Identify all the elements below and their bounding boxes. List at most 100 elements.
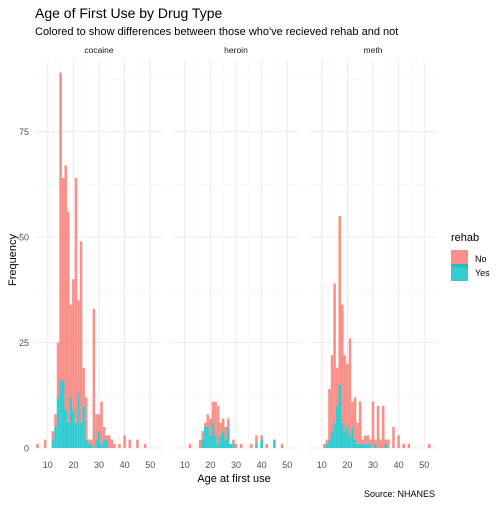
bar-no: [67, 211, 70, 423]
bar-no: [214, 401, 217, 436]
legend: rehab No Yes: [451, 232, 490, 281]
bar-no: [92, 308, 96, 448]
x-tick-label: 50: [419, 460, 429, 470]
x-tick-label: 10: [180, 460, 190, 470]
bar-no: [353, 397, 357, 440]
bar-no: [335, 367, 339, 406]
bar-yes: [54, 426, 57, 448]
x-tick-label: 50: [282, 460, 292, 470]
bar-no: [97, 414, 101, 432]
bar-no: [77, 300, 80, 394]
bar-no: [74, 178, 78, 423]
bar-no: [265, 443, 268, 448]
bar-no: [105, 435, 108, 440]
bar-no: [356, 422, 359, 444]
bar-no: [64, 165, 67, 411]
bar-yes: [328, 439, 331, 448]
bar-yes: [87, 443, 91, 448]
bar-no: [211, 401, 215, 423]
bar-no: [384, 439, 388, 444]
legend-swatch-yes: [451, 264, 468, 281]
bar-no: [221, 418, 225, 432]
bar-no: [333, 283, 336, 423]
bar-yes: [348, 435, 352, 448]
bar-yes: [341, 422, 344, 448]
bar-yes: [74, 422, 78, 448]
bar-no: [255, 435, 258, 444]
bar-no: [72, 279, 75, 411]
bar-yes: [356, 443, 359, 448]
x-tick-label: 40: [394, 460, 404, 470]
bar-no: [136, 439, 139, 448]
facet-strip-label: heroin: [224, 45, 248, 55]
bar-no: [325, 439, 329, 444]
bar-yes: [219, 435, 222, 448]
bar-no: [364, 435, 367, 444]
bar-no: [204, 422, 207, 427]
bar-no: [341, 304, 344, 423]
legend-label-no: No: [475, 254, 487, 264]
bar-yes: [100, 443, 103, 448]
x-tick-label: 40: [257, 460, 267, 470]
x-tick-label: 20: [68, 460, 78, 470]
bar-no: [358, 401, 362, 444]
bar-no: [428, 443, 431, 448]
bar-yes: [102, 439, 106, 448]
bar-no: [61, 178, 65, 381]
bar-no: [402, 443, 405, 448]
x-tick-label: 50: [145, 460, 155, 470]
bar-yes: [255, 443, 258, 448]
facet-panel-heroin: heroin 10 20 30 40 50: [172, 45, 300, 470]
bar-no: [280, 443, 284, 448]
bar-yes: [95, 439, 98, 448]
facet-strip-label: meth: [364, 45, 383, 55]
bar-yes: [273, 439, 276, 448]
x-tick-label: 30: [231, 460, 241, 470]
bar-no: [338, 216, 341, 385]
bar-yes: [67, 422, 70, 448]
bar-yes: [79, 422, 83, 448]
y-tick-label: 25: [19, 338, 29, 348]
bar-no: [188, 443, 192, 448]
bar-yes: [346, 426, 349, 448]
x-tick-label: 10: [317, 460, 327, 470]
bar-no: [110, 439, 114, 448]
legend-swatch-no: [451, 250, 468, 267]
x-axis-label: Age at first use: [197, 473, 270, 485]
bar-no: [123, 435, 126, 448]
bar-no: [69, 304, 73, 398]
bar-no: [51, 431, 55, 440]
x-tick-label: 20: [342, 460, 352, 470]
facet-panel-cocaine: cocaine 10 20 30 40 50: [35, 45, 163, 470]
bar-no: [407, 443, 411, 448]
bar-no: [323, 443, 326, 448]
bar-no: [95, 414, 98, 440]
bar-no: [201, 431, 204, 440]
bar-yes: [358, 443, 362, 448]
y-axis-label: Frequency: [7, 234, 19, 286]
bar-no: [366, 435, 370, 444]
bar-yes: [366, 443, 370, 448]
bar-yes: [221, 431, 225, 448]
facet-strip-label: cocaine: [84, 45, 114, 55]
bar-no: [82, 367, 85, 406]
bar-no: [374, 439, 377, 444]
bar-no: [219, 422, 222, 436]
bar-no: [128, 439, 131, 448]
bar-yes: [384, 443, 388, 448]
bar-no: [381, 405, 385, 448]
bar-yes: [211, 422, 215, 448]
bar-no: [56, 342, 60, 398]
panels-group: 0 25 50 75 cocaine 10 20 30 40 50 heroin 10 20 30 40 50…: [19, 45, 437, 470]
bar-yes: [232, 443, 235, 448]
bar-no: [224, 426, 228, 440]
bar-yes: [82, 405, 85, 448]
bar-no: [260, 435, 263, 440]
bar-no: [234, 443, 238, 448]
bar-no: [351, 401, 354, 427]
bar-yes: [77, 393, 80, 448]
bar-yes: [61, 380, 65, 448]
bar-no: [369, 439, 372, 444]
bar-yes: [90, 443, 93, 448]
bar-no: [54, 414, 57, 427]
